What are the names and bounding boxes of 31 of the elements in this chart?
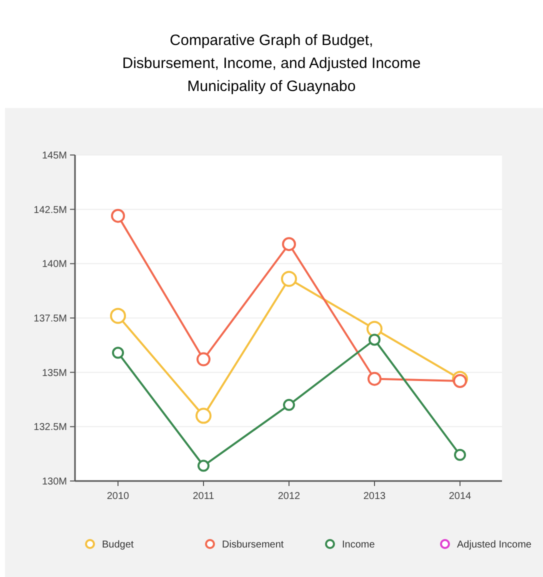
point xyxy=(112,346,124,359)
y-tick-label: 142.5M xyxy=(34,204,67,216)
point xyxy=(110,308,126,324)
y-tick-label: 137.5M xyxy=(34,314,67,324)
point xyxy=(198,460,210,472)
y-tick-label: 132.5M xyxy=(34,422,67,434)
point xyxy=(196,408,212,424)
chart-title: Comparative Graph of Budget, Disbursement, Income, and Adjusted Income Municipality of Guaynabo xyxy=(122,32,421,95)
x-tick-label: 2010 xyxy=(106,491,130,502)
x-tick-label: 2013 xyxy=(363,491,386,502)
point xyxy=(281,270,297,287)
point xyxy=(453,374,467,388)
point xyxy=(368,372,382,386)
point xyxy=(196,352,210,366)
x-tick-label: 2012 xyxy=(278,491,301,502)
point xyxy=(368,334,380,346)
x-tick-label: 2011 xyxy=(192,491,215,502)
x-tick-label: 2014 xyxy=(448,491,472,502)
legend-label: Income xyxy=(342,540,376,550)
y-tick-label: 140M xyxy=(42,259,67,270)
y-tick-label: 135M xyxy=(42,368,67,379)
point xyxy=(283,398,295,411)
y-tick-label: 130M xyxy=(42,476,67,488)
point xyxy=(111,208,125,223)
y-tick-label: 145M xyxy=(42,150,67,162)
point xyxy=(282,237,296,252)
point xyxy=(366,320,382,337)
legend-label: Disbursement xyxy=(222,540,284,550)
legend-label: Adjusted Income xyxy=(457,540,532,550)
legend-label: Budget xyxy=(102,540,134,550)
point xyxy=(454,448,466,461)
